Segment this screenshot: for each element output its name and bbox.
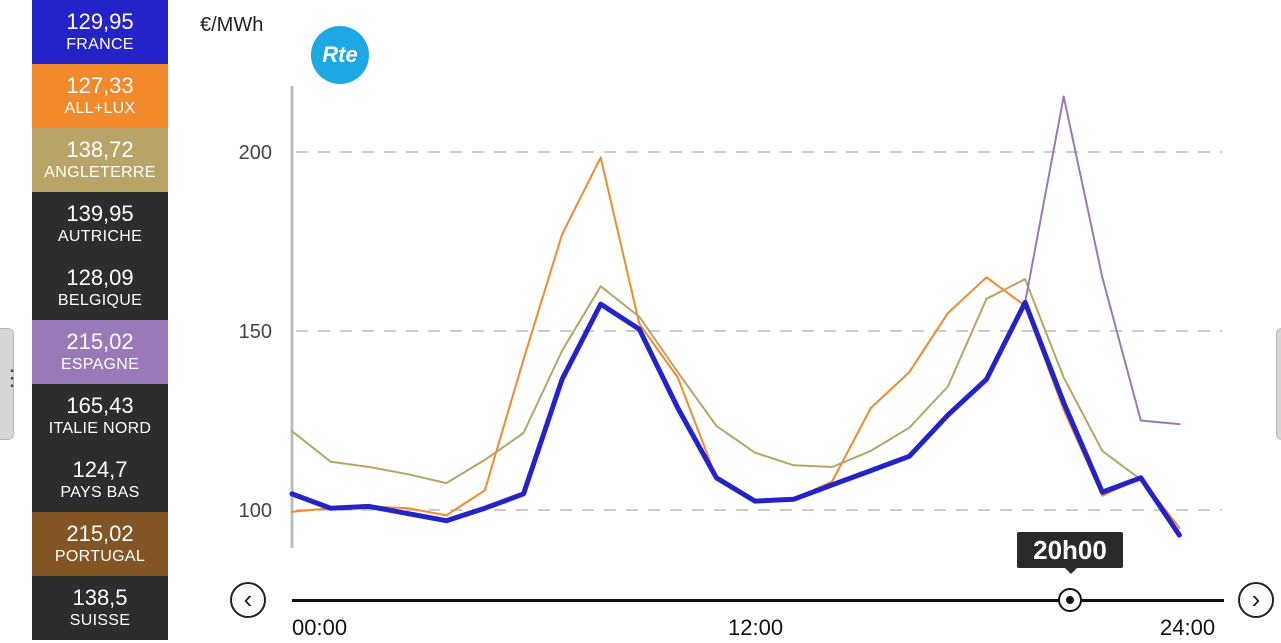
y-tick-label: 200 [239,142,272,164]
slider-dot [1066,596,1074,604]
country-item[interactable]: 129,95 FRANCE [32,0,168,64]
country-name: FRANCE [66,36,134,53]
country-name: BELGIQUE [57,292,143,309]
country-item[interactable]: 215,02 ESPAGNE [32,320,168,384]
prev-hour-button[interactable]: ‹ [230,582,266,618]
more-dots-icon: ⋮ [1,365,23,390]
country-price: 215,02 [66,329,134,354]
chevron-left-icon: ‹ [243,584,253,614]
country-item[interactable]: 165,43 ITALIE NORD [32,384,168,448]
country-price: 129,95 [66,9,134,34]
chevron-right-icon: › [1251,584,1261,614]
country-name: AUTRICHE [57,228,143,245]
y-tick-label: 150 [239,321,272,343]
country-name: PAYS BAS [60,484,140,501]
country-price: 138,5 [72,585,128,610]
series-line-angleterre [291,278,1142,485]
country-name: ITALIE NORD [48,420,152,437]
series-line-france [289,299,1182,538]
x-tick-label: 24:00 [1160,615,1216,640]
country-name: ESPAGNE [60,356,140,373]
x-tick-label: 00:00 [292,615,348,640]
unit-label: €/MWh [200,14,264,36]
y-tick-label: 100 [239,500,272,522]
rte-logo: Rte [311,26,369,84]
country-item[interactable]: 215,02 PORTUGAL [32,512,168,576]
series-line-espagne [1024,95,1181,426]
country-price: 139,95 [66,201,134,226]
timeline-track[interactable] [292,599,1224,602]
country-item[interactable]: 128,09 BELGIQUE [32,256,168,320]
country-list: 129,95 FRANCE 127,33 ALL+LUX 138,72 ANGLETERR… [32,0,168,643]
country-name: SUISSE [69,612,131,629]
country-name: ALL+LUX [64,100,136,117]
country-item[interactable]: 139,95 AUTRICHE [32,192,168,256]
x-tick-label: 12:00 [728,615,784,640]
country-item[interactable]: 138,5 SUISSE [32,576,168,640]
country-price: 215,02 [66,521,134,546]
country-price: 165,43 [66,393,134,418]
country-item[interactable]: 138,72 ANGLETERRE [32,128,168,192]
left-panel-handle[interactable]: ⋮ [0,328,23,440]
country-item[interactable]: 124,7 PAYS BAS [32,448,168,512]
selected-time-label: 20h00 [1017,532,1123,568]
next-hour-button[interactable]: › [1238,582,1274,618]
country-name: PORTUGAL [54,548,146,565]
country-price: 127,33 [66,73,134,98]
country-price: 124,7 [72,457,128,482]
country-item[interactable]: 127,33 ALL+LUX [32,64,168,128]
country-price: 138,72 [66,137,134,162]
country-price: 128,09 [66,265,134,290]
timeline-slider-handle[interactable] [1058,588,1082,612]
selected-time-pointer [1064,567,1078,574]
country-name: ANGLETERRE [44,164,156,181]
series-line-all-lux [291,156,1181,529]
